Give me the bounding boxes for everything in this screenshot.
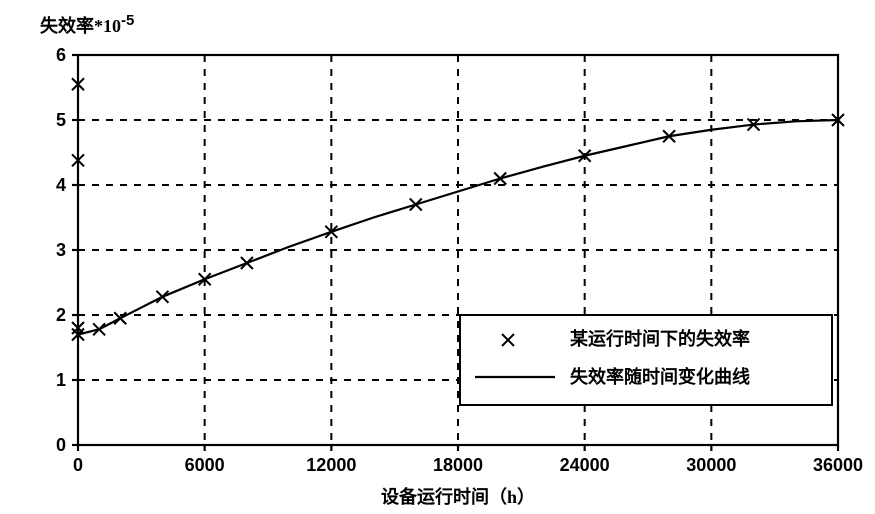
y-tick-label: 3	[56, 240, 66, 260]
x-tick-label: 12000	[306, 455, 356, 475]
x-tick-label: 36000	[813, 455, 863, 475]
x-tick-label: 0	[73, 455, 83, 475]
x-tick-label: 6000	[185, 455, 225, 475]
y-tick-label: 1	[56, 370, 66, 390]
x-tick-label: 24000	[560, 455, 610, 475]
y-tick-label: 2	[56, 305, 66, 325]
y-tick-label: 0	[56, 435, 66, 455]
legend-entry-scatter: 某运行时间下的失效率	[570, 328, 750, 349]
y-tick-label: 4	[56, 175, 66, 195]
x-tick-label: 30000	[686, 455, 736, 475]
y-tick-label: 6	[56, 45, 66, 65]
y-tick-label: 5	[56, 110, 66, 130]
chart-svg: 0 6000 12000 18000 24000 30000 36000 0 1 2 3 4 5 6 某运行…	[0, 0, 875, 514]
x-tick-label: 18000	[433, 455, 483, 475]
legend-entry-line: 失效率随时间变化曲线	[570, 366, 750, 387]
